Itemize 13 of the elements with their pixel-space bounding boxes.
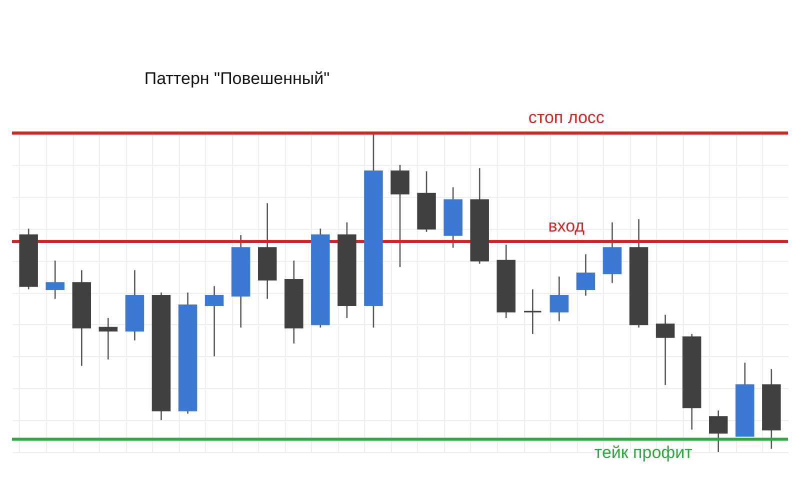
candlestick <box>98 317 118 360</box>
candlestick <box>550 276 569 322</box>
candlestick <box>523 288 542 335</box>
candlestick <box>708 410 728 453</box>
ref-line-label: тейк профит <box>594 443 693 462</box>
candlestick <box>390 164 410 268</box>
candlestick <box>204 285 224 357</box>
candlestick <box>46 260 64 300</box>
text: Паттерн "Повешенный" <box>144 69 330 88</box>
candlestick <box>576 254 596 296</box>
ref-line-label: вход <box>548 216 585 236</box>
candlestick <box>656 314 675 386</box>
ref-line-label: стоп лосс <box>528 108 605 127</box>
